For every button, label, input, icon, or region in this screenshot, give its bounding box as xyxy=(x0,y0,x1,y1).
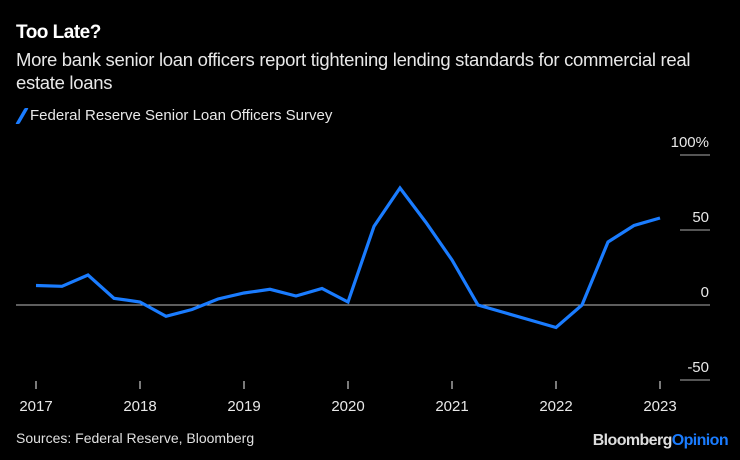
x-tick-label: 2021 xyxy=(435,398,468,415)
y-tick-label: 0 xyxy=(701,284,709,301)
x-tick-label: 2022 xyxy=(539,398,572,415)
source-note: Sources: Federal Reserve, Bloomberg xyxy=(16,430,255,446)
chart-title: Too Late? xyxy=(16,22,101,43)
series-line xyxy=(35,185,661,330)
chart-subtitle: More bank senior loan officers report ti… xyxy=(16,49,691,93)
y-tick-label: 50 xyxy=(692,209,709,226)
x-tick-label: 2023 xyxy=(643,398,676,415)
x-tick-label: 2020 xyxy=(331,398,364,415)
x-tick-label: 2017 xyxy=(19,398,52,415)
legend-label: Federal Reserve Senior Loan Officers Sur… xyxy=(30,107,333,124)
x-tick-label: 2019 xyxy=(227,398,260,415)
legend: Federal Reserve Senior Loan Officers Sur… xyxy=(15,107,333,124)
y-tick-label: 100% xyxy=(671,134,709,151)
y-tick-label: -50 xyxy=(687,359,709,376)
bloomberg-opinion-logo: BloombergOpinion xyxy=(592,432,729,449)
x-tick-label: 2018 xyxy=(123,398,156,415)
